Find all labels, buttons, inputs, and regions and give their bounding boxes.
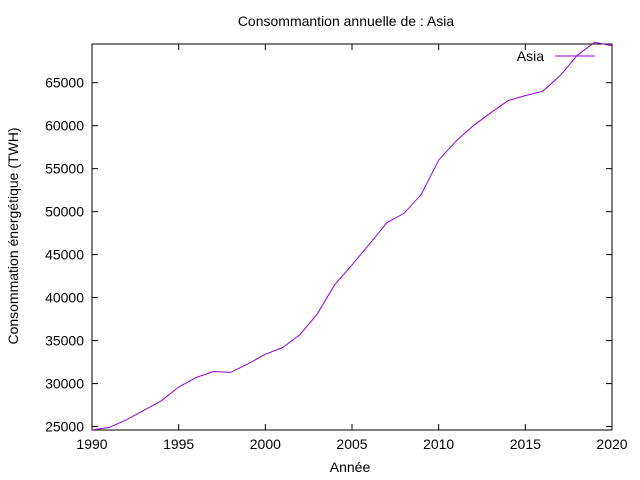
legend: Asia: [517, 48, 595, 64]
y-tick-label: 55000: [45, 161, 84, 177]
y-tick-label: 40000: [45, 290, 84, 306]
series-lines: [91, 41, 613, 431]
x-tick-label: 2010: [423, 436, 454, 452]
y-axis: 25000 30000 35000 40000 45000 50000 55000 60000…: [45, 75, 612, 435]
plot-border: [91, 43, 613, 431]
x-tick-label: 2000: [250, 436, 281, 452]
x-tick-label: 1995: [163, 436, 194, 452]
y-tick-label: 35000: [45, 333, 84, 349]
plot-frame: [91, 43, 613, 431]
y-tick-label: 25000: [45, 419, 84, 435]
y-tick-label: 65000: [45, 75, 84, 91]
x-axis: 1990 1995 2000 2005 2010 2015 2020: [76, 44, 628, 452]
x-axis-label: Année: [330, 459, 371, 475]
chart-title: Consommantion annuelle de : Asia: [238, 13, 455, 29]
x-tick-label: 1990: [76, 436, 107, 452]
x-tick-label: 2020: [596, 436, 627, 452]
y-tick-label: 60000: [45, 118, 84, 134]
legend-label-asia: Asia: [517, 48, 544, 64]
x-tick-label: 2005: [336, 436, 367, 452]
y-axis-label: Consommation énergétique (TWH): [5, 127, 21, 344]
y-tick-label: 45000: [45, 247, 84, 263]
y-tick-label: 50000: [45, 204, 84, 220]
x-tick-label: 2015: [510, 436, 541, 452]
series-line-asia: [91, 41, 613, 431]
y-tick-label: 30000: [45, 376, 84, 392]
